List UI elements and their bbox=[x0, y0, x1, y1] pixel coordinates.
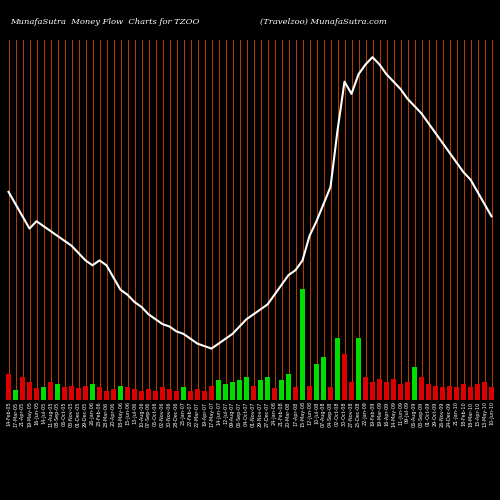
Bar bbox=[118, 386, 123, 400]
Bar bbox=[377, 379, 382, 400]
Bar bbox=[139, 391, 144, 400]
Bar bbox=[349, 382, 354, 400]
Bar bbox=[272, 388, 277, 400]
Bar bbox=[237, 380, 242, 400]
Bar bbox=[202, 391, 207, 400]
Bar bbox=[286, 374, 291, 400]
Bar bbox=[328, 387, 333, 400]
Bar bbox=[454, 387, 459, 400]
Bar bbox=[34, 388, 39, 400]
Bar bbox=[356, 338, 361, 400]
Bar bbox=[181, 387, 186, 400]
Bar bbox=[230, 382, 235, 400]
Bar bbox=[461, 384, 466, 400]
Bar bbox=[188, 391, 193, 400]
Bar bbox=[55, 384, 60, 400]
Bar bbox=[41, 387, 46, 400]
Bar bbox=[391, 379, 396, 400]
Bar bbox=[6, 374, 11, 400]
Bar bbox=[160, 387, 165, 400]
Bar bbox=[76, 388, 81, 400]
Bar bbox=[13, 390, 18, 400]
Bar bbox=[440, 387, 445, 400]
Bar bbox=[426, 384, 431, 400]
Bar bbox=[244, 377, 249, 400]
Bar bbox=[412, 367, 417, 400]
Bar bbox=[405, 382, 410, 400]
Bar bbox=[468, 387, 473, 400]
Bar bbox=[363, 377, 368, 400]
Bar bbox=[489, 387, 494, 400]
Bar bbox=[258, 380, 263, 400]
Bar bbox=[447, 386, 452, 400]
Text: (Travelzoo) MunafaSutra.com: (Travelzoo) MunafaSutra.com bbox=[260, 18, 387, 25]
Bar bbox=[62, 387, 67, 400]
Bar bbox=[279, 380, 284, 400]
Bar bbox=[342, 354, 347, 400]
Bar bbox=[83, 386, 88, 400]
Bar bbox=[293, 387, 298, 400]
Bar bbox=[251, 386, 256, 400]
Bar bbox=[167, 389, 172, 400]
Bar bbox=[111, 389, 116, 400]
Bar bbox=[69, 386, 74, 400]
Bar bbox=[300, 288, 305, 400]
Bar bbox=[195, 389, 200, 400]
Bar bbox=[384, 382, 389, 400]
Bar bbox=[398, 384, 403, 400]
Bar bbox=[307, 386, 312, 400]
Bar bbox=[48, 382, 53, 400]
Bar bbox=[370, 382, 375, 400]
Bar bbox=[216, 380, 221, 400]
Bar bbox=[482, 382, 487, 400]
Bar bbox=[321, 358, 326, 400]
Bar bbox=[97, 387, 102, 400]
Bar bbox=[419, 377, 424, 400]
Bar bbox=[209, 386, 214, 400]
Bar bbox=[314, 364, 319, 400]
Bar bbox=[475, 384, 480, 400]
Bar bbox=[20, 377, 25, 400]
Bar bbox=[146, 389, 151, 400]
Bar bbox=[104, 391, 109, 400]
Bar bbox=[125, 387, 130, 400]
Bar bbox=[132, 389, 137, 400]
Bar bbox=[223, 384, 228, 400]
Text: MunafaSutra  Money Flow  Charts for TZOO: MunafaSutra Money Flow Charts for TZOO bbox=[10, 18, 200, 25]
Bar bbox=[90, 384, 95, 400]
Bar bbox=[174, 391, 179, 400]
Bar bbox=[433, 386, 438, 400]
Bar bbox=[153, 391, 158, 400]
Bar bbox=[335, 338, 340, 400]
Bar bbox=[265, 377, 270, 400]
Bar bbox=[27, 382, 32, 400]
